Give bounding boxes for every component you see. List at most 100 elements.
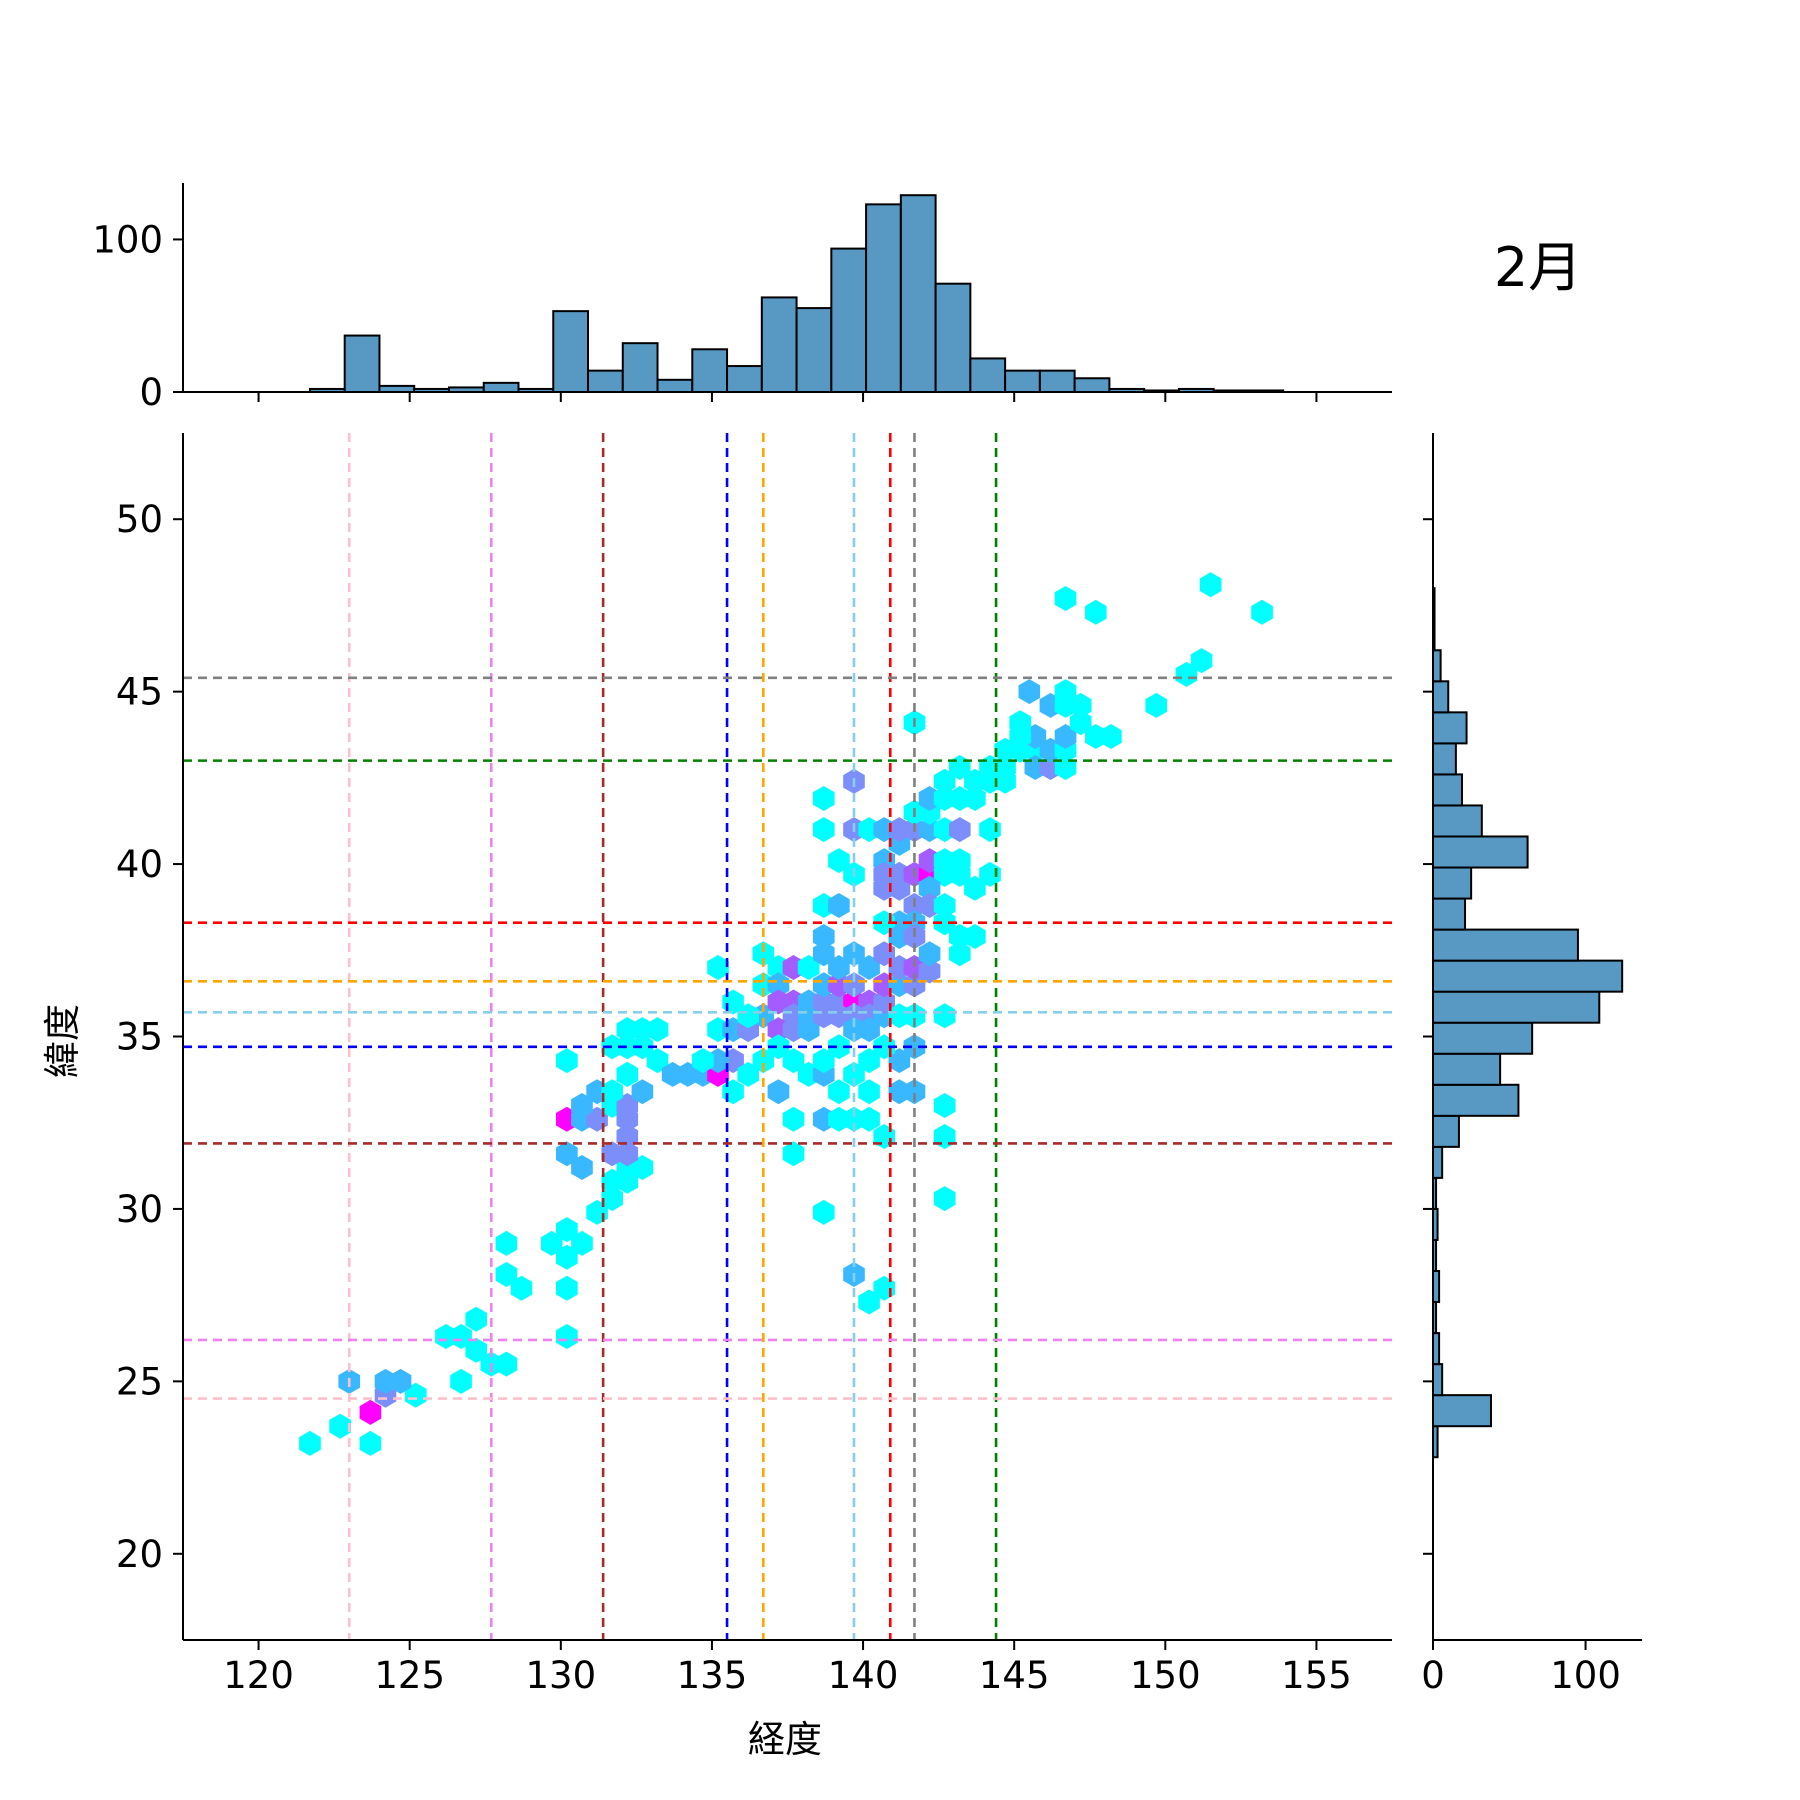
hexbin-cell: [540, 1230, 563, 1256]
hexbin-cell: [903, 1079, 926, 1105]
hexbin-cell: [903, 972, 926, 998]
hexbin-cell: [949, 817, 971, 843]
top-histogram-bar: [1004, 369, 1041, 393]
hexbin-cell: [858, 1017, 880, 1043]
right-histogram-bar: [1432, 990, 1601, 1024]
top-hist-y-tick-label: 0: [139, 371, 163, 414]
hexbin-cell: [404, 1382, 427, 1408]
right-histogram-bar: [1432, 773, 1463, 807]
hexbin-cell: [933, 1093, 956, 1118]
hexbin-cell: [933, 768, 956, 794]
hexbin-cells: [299, 572, 1273, 1456]
hexbin-cell: [1069, 692, 1092, 718]
top-histogram-bar: [656, 378, 694, 394]
right-histogram-bar: [1432, 804, 1483, 838]
hexbin-cell: [812, 786, 835, 811]
hexbin-cell: [1100, 724, 1122, 749]
hexbin-cell: [359, 1399, 382, 1425]
hexbin-cell: [646, 1048, 669, 1074]
hexbin-cell: [828, 1003, 850, 1029]
hexbin-cell: [964, 786, 986, 811]
hexbin-cell: [737, 1061, 759, 1087]
main-hexbin-plot: 120 125 130 135 140 145 150 155 20 25 30 35 40 45 50: [116, 433, 1392, 1697]
hexbin-cell: [299, 1430, 321, 1456]
hexbin-cell: [450, 1368, 472, 1394]
hexbin-cell: [556, 1217, 578, 1243]
hexbin-cell: [707, 955, 729, 980]
hexbin-cell: [933, 910, 956, 936]
hexbin-cell: [828, 848, 850, 874]
hexbin-cell: [933, 1003, 956, 1029]
hexbin-cell: [1069, 710, 1092, 736]
x-tick-label: 120: [223, 1654, 294, 1697]
hexbin-cell: [616, 1061, 639, 1087]
hexbin-cell: [631, 1034, 654, 1060]
hexbin-cell: [329, 1413, 351, 1439]
hexbin-cell: [828, 1034, 850, 1060]
top-histogram-bar: [587, 369, 624, 393]
top-histogram-bar: [760, 296, 798, 393]
panel-title: 2月: [1494, 236, 1582, 299]
hexbin-cell: [1009, 710, 1032, 736]
hexbin-cell: [616, 1141, 639, 1167]
hexbin-cell: [767, 972, 790, 998]
hexbin-cell: [888, 1003, 911, 1029]
right-hist-x-tick-label: 0: [1421, 1654, 1445, 1697]
hexbin-cell: [812, 1048, 835, 1074]
y-tick-label: 35: [116, 1016, 163, 1059]
x-tick-label: 155: [1281, 1654, 1352, 1697]
hexbin-cell: [752, 1048, 775, 1074]
top-histogram-bar: [795, 307, 833, 393]
right-histogram-bar: [1432, 1021, 1534, 1055]
hexbin-cell: [933, 893, 956, 918]
right-histogram-bar: [1432, 1363, 1444, 1397]
hexbin-cell: [812, 1199, 835, 1225]
hexbin-cell: [933, 1124, 956, 1149]
top-histogram-bar: [482, 381, 520, 393]
hexbin-cell: [556, 1275, 578, 1301]
x-tick-label: 140: [828, 1654, 899, 1697]
hexbin-cell: [1054, 586, 1077, 611]
right-histogram-bar: [1432, 959, 1624, 993]
hexbin-cell: [888, 1048, 911, 1074]
hexbin-cell: [858, 1079, 880, 1105]
top-histogram-bar: [726, 365, 763, 394]
hexbin-cell: [556, 1048, 578, 1074]
top-histogram-bar: [969, 357, 1007, 393]
hexbin-cell: [843, 941, 865, 967]
hexbin-cell: [722, 1079, 744, 1105]
hexbin-cell: [782, 1048, 805, 1074]
y-tick-label: 30: [116, 1188, 163, 1231]
hexbin-cell: [692, 1048, 714, 1074]
hexbin-cell: [1054, 724, 1077, 749]
hexbin-cell: [782, 1106, 805, 1132]
x-tick-label: 150: [1130, 1654, 1201, 1697]
hexbin-cell: [450, 1324, 472, 1349]
hexbin-cell: [389, 1368, 412, 1394]
x-tick-label: 125: [374, 1654, 445, 1697]
hexbin-cell: [888, 875, 911, 901]
y-axis-title: 緯度: [41, 1004, 84, 1078]
hexbin-cell: [903, 1034, 926, 1060]
main-axes: 120 125 130 135 140 145 150 155 20 25 30 35 40 45 50: [116, 433, 1392, 1697]
hexbin-cell: [797, 955, 820, 980]
hexbin-cell: [495, 1262, 518, 1287]
hexbin-cell: [601, 1186, 623, 1212]
right-histogram-bar: [1432, 928, 1579, 962]
top-histogram-bar: [899, 194, 937, 393]
hexbin-cell: [858, 955, 880, 980]
hexbin-cell: [828, 955, 850, 980]
hexbin-cell: [918, 958, 941, 984]
hexbin-cell: [843, 1061, 865, 1087]
right-histogram-bar: [1432, 1083, 1520, 1117]
top-histogram-bar: [621, 342, 659, 394]
reference-lines: [183, 433, 1392, 1640]
hexbin-cell: [949, 941, 971, 967]
hexbin-cell: [510, 1275, 533, 1301]
top-histogram-bar: [691, 348, 729, 393]
hexbin-cell: [1054, 679, 1077, 705]
hexbin-cell: [495, 1351, 518, 1377]
hexbin-cell: [964, 875, 986, 901]
hexbin-cell: [465, 1337, 487, 1363]
hexbin-cell: [812, 941, 835, 967]
